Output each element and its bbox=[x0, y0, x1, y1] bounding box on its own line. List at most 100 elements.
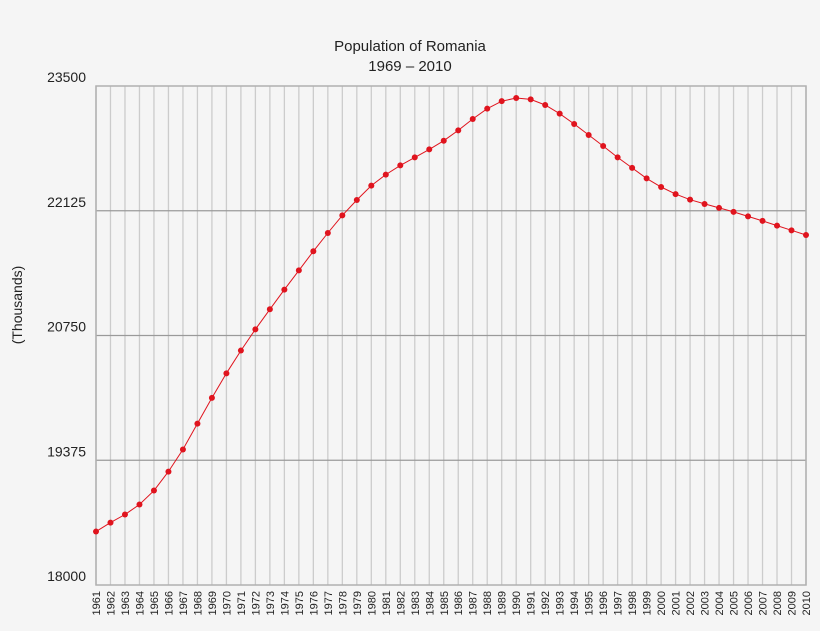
data-point bbox=[165, 468, 172, 475]
data-point bbox=[600, 142, 607, 149]
x-tick-label: 1990 bbox=[511, 591, 523, 615]
data-point bbox=[513, 94, 520, 101]
data-point bbox=[716, 204, 723, 211]
data-point bbox=[556, 110, 563, 117]
x-tick-label: 1991 bbox=[526, 591, 538, 615]
x-tick-label: 1987 bbox=[468, 591, 480, 615]
data-point bbox=[426, 146, 433, 153]
data-point bbox=[571, 121, 578, 128]
data-point bbox=[223, 370, 230, 377]
x-tick-label: 1970 bbox=[221, 591, 233, 615]
x-tick-label: 2007 bbox=[758, 591, 770, 615]
data-point bbox=[687, 196, 694, 203]
data-point bbox=[237, 347, 244, 354]
data-point bbox=[382, 171, 389, 178]
data-point bbox=[310, 248, 317, 255]
data-point bbox=[803, 231, 809, 238]
x-tick-label: 1994 bbox=[569, 591, 581, 615]
plot-area bbox=[95, 85, 807, 586]
data-point bbox=[759, 217, 766, 224]
x-tick-label: 1972 bbox=[250, 591, 262, 615]
x-tick-label: 1985 bbox=[439, 591, 451, 615]
x-tick-label: 2008 bbox=[772, 591, 784, 615]
data-point bbox=[339, 212, 346, 219]
x-tick-label: 1982 bbox=[395, 591, 407, 615]
x-tick-label: 1968 bbox=[192, 591, 204, 615]
data-point bbox=[498, 98, 505, 105]
x-tick-label: 2003 bbox=[700, 591, 712, 615]
x-tick-label: 1997 bbox=[613, 591, 625, 615]
x-tick-label: 1981 bbox=[381, 591, 393, 615]
y-tick-label: 18000 bbox=[47, 568, 86, 584]
population-line bbox=[95, 97, 807, 533]
x-tick-label: 2010 bbox=[801, 591, 813, 615]
data-point bbox=[730, 208, 737, 215]
data-point bbox=[121, 511, 128, 518]
x-tick-label: 2006 bbox=[743, 591, 755, 615]
data-point bbox=[469, 116, 476, 123]
x-tick-label: 1993 bbox=[555, 591, 567, 615]
x-tick-label: 1966 bbox=[163, 591, 175, 615]
data-point bbox=[455, 127, 462, 134]
x-tick-label: 1995 bbox=[584, 591, 596, 615]
data-point bbox=[411, 154, 418, 161]
data-point bbox=[136, 501, 143, 508]
data-point bbox=[208, 394, 215, 401]
x-tick-label: 1998 bbox=[627, 591, 639, 615]
data-point bbox=[658, 183, 665, 190]
x-tick-label: 2009 bbox=[787, 591, 799, 615]
x-tick-label: 2002 bbox=[685, 591, 697, 615]
x-tick-label: 1979 bbox=[352, 591, 364, 615]
x-tick-label: 2000 bbox=[656, 591, 668, 615]
data-point bbox=[252, 326, 259, 333]
x-tick-label: 2001 bbox=[671, 591, 683, 615]
data-point bbox=[542, 101, 549, 108]
x-tick-label: 1963 bbox=[120, 591, 132, 615]
x-tick-label: 1974 bbox=[279, 591, 291, 615]
data-point bbox=[93, 528, 99, 535]
data-point bbox=[484, 105, 491, 112]
data-point bbox=[788, 227, 795, 234]
y-tick-label: 23500 bbox=[47, 69, 86, 85]
x-tick-label: 1988 bbox=[482, 591, 494, 615]
x-tick-label: 1967 bbox=[178, 591, 190, 615]
data-point bbox=[527, 96, 534, 103]
data-point bbox=[281, 286, 288, 293]
data-point bbox=[440, 137, 447, 144]
x-tick-label: 1962 bbox=[105, 591, 117, 615]
data-point bbox=[629, 164, 636, 171]
x-tick-label: 1964 bbox=[134, 591, 146, 615]
data-point bbox=[585, 131, 592, 138]
x-tick-label: 1986 bbox=[453, 591, 465, 615]
x-tick-label: 1999 bbox=[642, 591, 654, 615]
data-point bbox=[107, 519, 114, 526]
x-tick-label: 1976 bbox=[308, 591, 320, 615]
data-point bbox=[295, 267, 302, 274]
x-tick-label: 1961 bbox=[91, 591, 103, 615]
data-point bbox=[353, 196, 360, 203]
x-tick-label: 1984 bbox=[424, 591, 436, 615]
x-tick-label: 1980 bbox=[366, 591, 378, 615]
data-point bbox=[643, 175, 650, 182]
chart-title: Population of Romania bbox=[334, 38, 486, 55]
data-point bbox=[368, 182, 375, 189]
x-tick-label: 1977 bbox=[323, 591, 335, 615]
data-point bbox=[701, 200, 708, 207]
y-tick-label: 19375 bbox=[47, 443, 86, 459]
horizontal-gridlines bbox=[96, 210, 806, 461]
data-point bbox=[324, 229, 331, 236]
x-tick-label: 1996 bbox=[598, 591, 610, 615]
x-tick-label: 1975 bbox=[294, 591, 306, 615]
x-tick-label: 1969 bbox=[207, 591, 219, 615]
chart-subtitle: 1969 – 2010 bbox=[368, 58, 452, 75]
x-tick-label: 2005 bbox=[729, 591, 741, 615]
x-axis-ticks: 1961 1962 1963 1964 1965 1966 1967 1968 1969 1970… bbox=[91, 591, 813, 615]
data-point bbox=[150, 487, 157, 494]
x-tick-label: 1971 bbox=[236, 591, 248, 615]
x-tick-label: 1989 bbox=[497, 591, 509, 615]
data-point bbox=[672, 191, 679, 198]
x-tick-label: 1983 bbox=[410, 591, 422, 615]
x-tick-label: 1992 bbox=[540, 591, 552, 615]
x-tick-label: 2004 bbox=[714, 591, 726, 615]
